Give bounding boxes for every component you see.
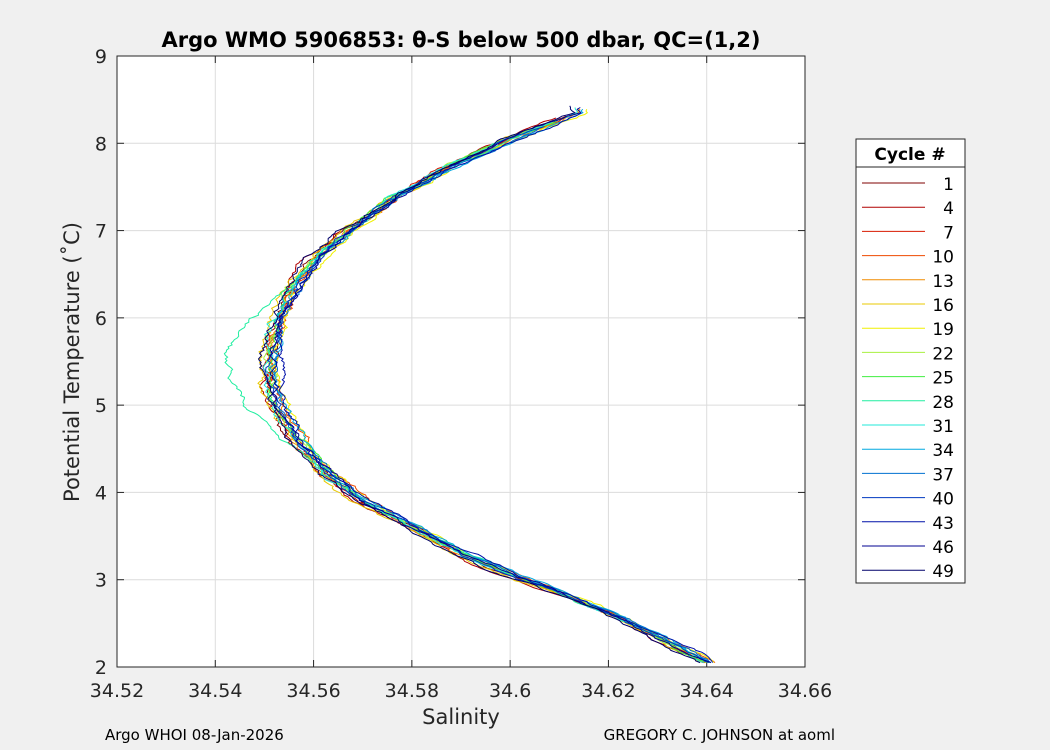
x-tick-label: 34.56 xyxy=(286,680,340,702)
legend-label: 46 xyxy=(932,538,954,558)
y-tick-label: 3 xyxy=(95,570,107,592)
y-tick-label: 5 xyxy=(95,395,107,417)
y-tick-label: 9 xyxy=(95,46,107,68)
legend-label: 22 xyxy=(932,344,954,364)
legend-entries: 1 4 7 10 13 16 19 22 25 28 31 34 37 40 43 46 49 xyxy=(862,175,954,582)
legend-title: Cycle # xyxy=(874,145,945,165)
plot-frame xyxy=(116,55,806,668)
profile-line-cycle-40 xyxy=(264,126,709,664)
chart-title: Argo WMO 5906853: θ-S below 500 dbar, QC… xyxy=(162,28,761,52)
legend-label: 28 xyxy=(932,393,954,413)
y-tick-label: 8 xyxy=(95,133,107,155)
legend-label: 43 xyxy=(932,514,954,534)
x-tick-label: 34.62 xyxy=(581,680,635,702)
legend-label: 13 xyxy=(932,272,954,292)
x-tick-label: 34.54 xyxy=(188,680,242,702)
legend-label: 49 xyxy=(932,562,954,582)
legend-label: 37 xyxy=(932,465,954,485)
legend-label: 4 xyxy=(943,199,954,219)
y-tick-label: 6 xyxy=(95,308,107,330)
legend-label: 25 xyxy=(932,369,954,389)
x-axis-label: Salinity xyxy=(422,705,500,729)
profile-line-cycle-31 xyxy=(262,107,704,664)
x-tick-labels: 34.52 34.54 34.56 34.58 34.6 34.62 34.64 34.66 xyxy=(90,680,832,702)
legend-label: 31 xyxy=(932,417,954,437)
profile-line-cycle-43 xyxy=(276,112,714,663)
legend-box xyxy=(855,138,966,584)
footer-left: Argo WHOI 08-Jan-2026 xyxy=(105,726,284,744)
legend-label: 1 xyxy=(943,175,954,195)
x-tick-label: 34.66 xyxy=(778,680,832,702)
legend-label: 19 xyxy=(932,320,954,340)
x-tick-label: 34.52 xyxy=(90,680,144,702)
legend-label: 10 xyxy=(932,248,954,268)
y-tick-label: 7 xyxy=(95,221,107,243)
y-axis-label: Potential Temperature (˚C) xyxy=(60,222,84,502)
y-tick-labels: 2 3 4 5 6 7 8 9 xyxy=(95,46,107,679)
x-tick-label: 34.58 xyxy=(385,680,439,702)
y-tick-label: 4 xyxy=(95,482,107,504)
x-tick-label: 34.6 xyxy=(489,680,531,702)
profile-line-cycle-46 xyxy=(268,107,712,664)
profile-curves xyxy=(223,105,716,664)
legend-label: 40 xyxy=(932,490,954,510)
y-tick-label: 2 xyxy=(95,657,107,679)
legend-label: 7 xyxy=(943,223,954,243)
footer-right: GREGORY C. JOHNSON at aoml xyxy=(603,726,835,744)
legend: Cycle # 1 4 7 10 13 16 19 22 25 28 31 34 37 40 43 46 49 xyxy=(855,138,966,584)
x-tick-label: 34.64 xyxy=(680,680,734,702)
plot-area xyxy=(117,56,805,667)
profile-line-cycle-49 xyxy=(257,105,701,664)
legend-label: 16 xyxy=(932,296,954,316)
legend-label: 34 xyxy=(932,441,954,461)
